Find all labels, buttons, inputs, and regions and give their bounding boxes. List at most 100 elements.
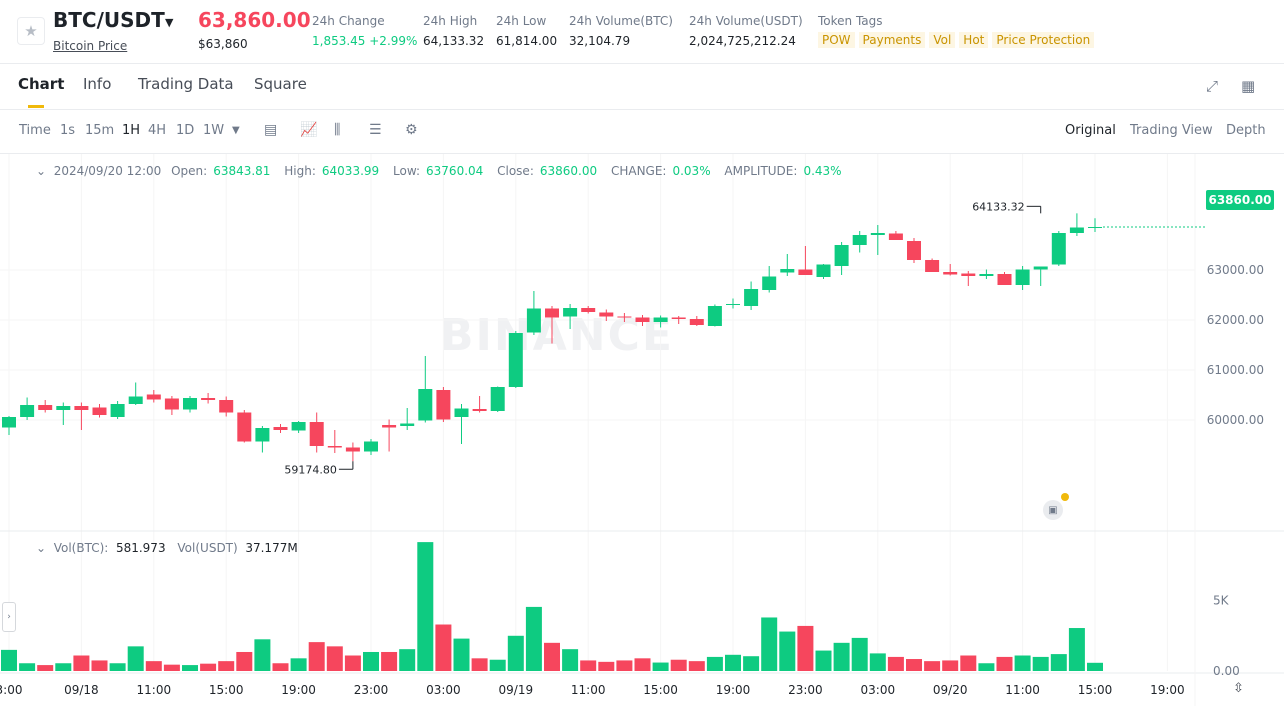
candle-body <box>744 289 759 306</box>
candle-body <box>961 273 976 276</box>
candle-body <box>762 276 777 290</box>
interval-15m[interactable]: 15m <box>85 123 115 138</box>
interval-dropdown-icon[interactable]: ▼ <box>232 125 240 136</box>
token-tag[interactable]: Vol <box>929 32 956 48</box>
favorite-star-icon[interactable]: ★ <box>17 17 45 45</box>
volume-bar <box>906 659 922 671</box>
token-tag[interactable]: Price Protection <box>992 32 1095 48</box>
tab-trading-data[interactable]: Trading Data <box>138 75 234 93</box>
candlestick-chart[interactable]: 60000.00 61000.00 62000.00 63000.00 5K 0.00 3:… <box>0 154 1284 712</box>
fullscreen-icon[interactable]: ⤢ <box>1206 77 1219 95</box>
candle-body <box>707 306 722 326</box>
volume-bar <box>1014 655 1031 671</box>
close-value: 63860.00 <box>539 164 598 178</box>
volume-bar <box>399 649 416 671</box>
notes-float-icon[interactable]: ▣ <box>1043 500 1063 520</box>
volume-legend-collapse-icon[interactable]: ⌄ <box>36 541 47 555</box>
chart-settings-list-icon[interactable]: ☰ <box>369 122 382 138</box>
volume-bar <box>598 661 615 671</box>
volume-bar <box>887 656 904 671</box>
candle-type-icon[interactable]: ⫼ <box>334 122 341 138</box>
vol-btc-value: 581.973 <box>115 541 166 555</box>
volume-bar <box>525 606 542 671</box>
stat-label: 24h Change <box>312 14 385 28</box>
volume-bar <box>218 661 235 671</box>
candle-body <box>309 422 324 446</box>
candle-body <box>327 446 342 448</box>
volume-axis-tick-label: 0.00 <box>1213 664 1240 678</box>
volume-bar <box>851 637 868 671</box>
chart-toolbar: Time 1s 15m 1H 4H 1D 1W ▼ ▤ 📈 ⫼ ☰ ⚙ Orig… <box>0 110 1284 154</box>
volume-bar <box>507 635 524 671</box>
candle-body <box>472 409 487 411</box>
fit-axis-icon[interactable]: ⇳ <box>1233 681 1244 696</box>
price-axis-tick-label: 60000.00 <box>1207 413 1264 427</box>
volume-bar <box>562 649 579 671</box>
token-tag[interactable]: Payments <box>858 32 926 48</box>
stat-label: 24h Volume(BTC) <box>569 14 673 28</box>
interval-time[interactable]: Time <box>19 123 51 138</box>
volume-bar <box>489 659 506 671</box>
interval-1h[interactable]: 1H <box>122 123 141 138</box>
volume-bar <box>344 655 361 671</box>
volume-bar <box>725 654 741 671</box>
stat-value: 1,853.45 +2.99% <box>312 34 418 48</box>
interval-4h[interactable]: 4H <box>148 123 167 138</box>
stat-24h-low: 24h Low 61,814.00 <box>496 14 557 48</box>
volume-bar <box>833 642 850 671</box>
tab-square[interactable]: Square <box>254 75 307 93</box>
candle-body <box>74 406 89 410</box>
calendar-icon[interactable]: ▤ <box>264 122 278 138</box>
candle-body <box>418 389 433 421</box>
candle-body <box>979 274 994 276</box>
watermark-logo: BINANCE <box>440 310 674 361</box>
candle-body <box>870 233 885 235</box>
volume-bar <box>236 651 253 671</box>
candle-body <box>364 441 378 452</box>
candle-body <box>834 245 849 266</box>
volume-bar <box>109 663 126 671</box>
interval-1w[interactable]: 1W <box>203 123 225 138</box>
tab-info[interactable]: Info <box>83 75 112 93</box>
token-tag[interactable]: Hot <box>959 32 989 48</box>
interval-1s[interactable]: 1s <box>60 123 76 138</box>
last-price-usd: $63,860 <box>198 37 248 51</box>
tab-chart[interactable]: Chart <box>18 75 65 93</box>
coin-price-link[interactable]: Bitcoin Price <box>53 39 128 53</box>
notification-dot <box>1061 493 1069 501</box>
volume-bar <box>544 642 560 671</box>
candle-body <box>798 269 813 275</box>
amplitude-value: 0.43% <box>803 164 842 178</box>
time-axis-tick-label: 11:00 <box>1005 683 1040 697</box>
candle-body <box>888 233 903 240</box>
candle-body <box>635 317 650 322</box>
stat-value: 32,104.79 <box>569 34 631 48</box>
current-price-tag: 63860.00 <box>1206 190 1274 210</box>
change-label: CHANGE: <box>610 164 667 178</box>
indicator-icon[interactable]: 📈 <box>300 122 318 138</box>
low-value: 63760.04 <box>426 164 484 178</box>
interval-1d[interactable]: 1D <box>176 123 195 138</box>
view-depth[interactable]: Depth <box>1226 123 1266 138</box>
legend-collapse-icon[interactable]: ⌄ <box>36 164 47 178</box>
stat-label: 24h Low <box>496 14 547 28</box>
candle-body <box>38 405 53 410</box>
volume-bar <box>254 639 271 671</box>
volume-bar <box>200 663 217 671</box>
vol-usdt-label: Vol(USDT) <box>177 541 238 555</box>
token-tag[interactable]: POW <box>818 32 855 48</box>
side-panel-toggle-icon[interactable]: › <box>2 602 16 632</box>
token-tag-list: POW Payments Vol Hot Price Protection <box>818 32 1095 48</box>
pair-name[interactable]: BTC/USDT <box>53 8 165 32</box>
candle-body <box>201 398 216 400</box>
view-trading-view[interactable]: Trading View <box>1130 123 1213 138</box>
candle-body <box>943 272 958 275</box>
vol-usdt-value: 37.177M <box>245 541 298 555</box>
layout-grid-icon[interactable]: ▦ <box>1241 77 1256 95</box>
time-axis-tick-label: 3:00 <box>0 683 22 697</box>
view-original[interactable]: Original <box>1065 123 1116 138</box>
pair-dropdown-caret-icon[interactable]: ▼ <box>165 16 174 29</box>
gear-icon[interactable]: ⚙ <box>405 122 418 138</box>
candle-body <box>255 428 270 442</box>
token-tags-label: Token Tags <box>818 14 883 28</box>
